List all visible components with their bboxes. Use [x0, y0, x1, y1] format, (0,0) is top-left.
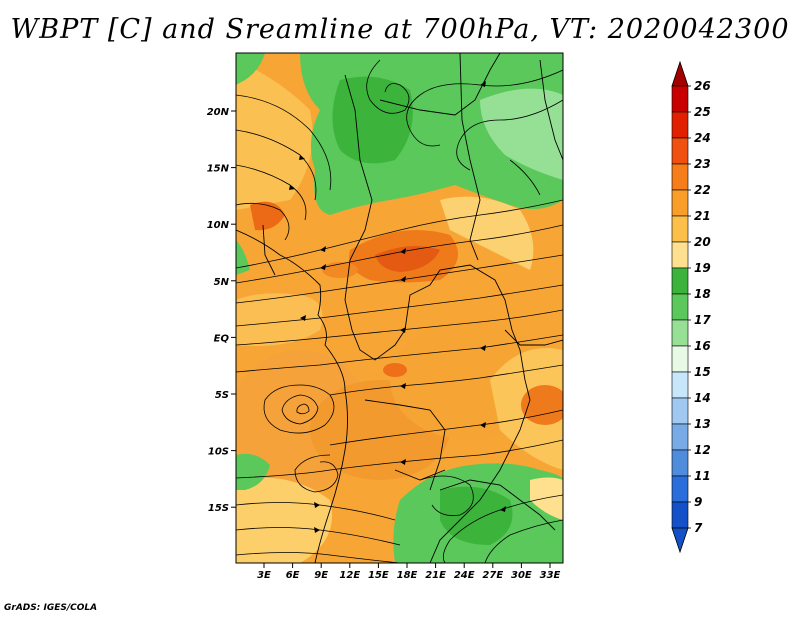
colorbar-label: 17	[694, 313, 711, 327]
map-title: WBPT [C] and Sreamline at 700hPa, VT: 20…	[10, 14, 790, 45]
colorbar-label: 11	[694, 469, 711, 483]
lon-label: 24E	[454, 570, 475, 581]
streamline-arrows	[289, 81, 506, 533]
colorbar-label: 16	[694, 339, 711, 353]
colorbar-label: 13	[694, 417, 711, 431]
lon-label: 30E	[511, 570, 532, 581]
lon-label: 15E	[368, 570, 389, 581]
colorbar-swatch	[671, 319, 689, 347]
colorbar-swatch	[671, 163, 689, 191]
colorbar-label: 23	[694, 157, 711, 171]
lat-label: 15S	[208, 503, 229, 514]
colorbar-bottom-arrow	[671, 527, 689, 554]
colorbar-label: 21	[694, 209, 711, 223]
colorbar-swatch	[671, 293, 689, 321]
lat-label: 5S	[215, 390, 229, 401]
colorbar-swatch	[671, 423, 689, 451]
latitude-axis: 20N 15N 10N 5N EQ 5S 10S 15S	[207, 107, 236, 514]
colorbar-label: 12	[694, 443, 711, 457]
colorbar-swatch	[671, 475, 689, 503]
colorbar-top-arrow	[671, 60, 689, 87]
lat-label: 10N	[207, 220, 230, 231]
colorbar-label: 9	[694, 495, 702, 509]
colorbar-swatch	[671, 241, 689, 269]
colorbar-swatch	[671, 85, 689, 113]
longitude-axis: 3E 6E 9E 12E 15E 18E 21E 24E 27E 30E 33E	[257, 563, 561, 581]
lon-label: 12E	[339, 570, 360, 581]
lon-label: 21E	[425, 570, 446, 581]
lat-label: 20N	[207, 107, 230, 118]
credit-text: GrADS: IGES/COLA	[4, 603, 98, 613]
colorbar-label: 22	[694, 183, 711, 197]
colorbar-swatch	[671, 371, 689, 399]
colorbar-swatch	[671, 345, 689, 373]
lon-label: 6E	[286, 570, 300, 581]
colorbar-label: 19	[694, 261, 711, 275]
lat-label: 15N	[207, 164, 230, 175]
lat-label: EQ	[214, 333, 230, 344]
colorbar-swatch	[671, 397, 689, 425]
colorbar: 26 25 24 23 22 21 20 19 18 17 16 15 14 13 12 11 9 7	[671, 60, 711, 554]
colorbar-label: 7	[694, 521, 703, 535]
lat-label: 5N	[214, 277, 230, 288]
colorbar-label: 18	[694, 287, 711, 301]
lon-label: 27E	[482, 570, 503, 581]
colorbar-swatch	[671, 501, 689, 529]
colorbar-swatch	[671, 189, 689, 217]
colorbar-swatch	[671, 449, 689, 477]
colorbar-label: 25	[694, 105, 711, 119]
colorbar-label: 20	[694, 235, 711, 249]
colorbar-label: 14	[694, 391, 711, 405]
colorbar-label: 26	[694, 79, 711, 93]
lon-label: 9E	[314, 570, 328, 581]
colorbar-swatch	[671, 215, 689, 243]
map-frame	[235, 52, 564, 564]
colorbar-swatch	[671, 137, 689, 165]
colorbar-label: 15	[694, 365, 711, 379]
lon-label: 18E	[397, 570, 418, 581]
lat-label: 10S	[208, 447, 229, 458]
colorbar-swatch	[671, 111, 689, 139]
colorbar-swatch	[671, 267, 689, 295]
streamlines	[236, 59, 563, 563]
colorbar-label: 24	[694, 131, 711, 145]
lon-label: 3E	[257, 570, 271, 581]
lon-label: 33E	[540, 570, 561, 581]
